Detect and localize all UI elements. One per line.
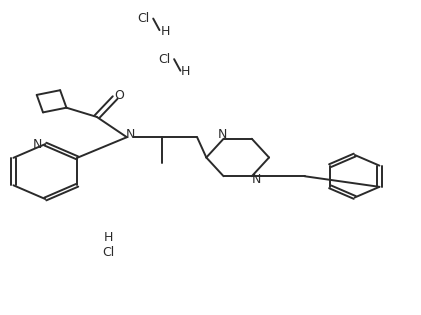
- Text: H: H: [103, 231, 113, 243]
- Text: N: N: [218, 128, 227, 141]
- Text: Cl: Cl: [158, 53, 171, 66]
- Text: N: N: [125, 128, 135, 141]
- Text: H: H: [160, 25, 170, 37]
- Text: O: O: [115, 89, 124, 102]
- Text: N: N: [33, 138, 43, 151]
- Text: N: N: [252, 173, 261, 186]
- Text: H: H: [181, 65, 191, 78]
- Text: Cl: Cl: [102, 246, 114, 259]
- Text: Cl: Cl: [137, 12, 149, 25]
